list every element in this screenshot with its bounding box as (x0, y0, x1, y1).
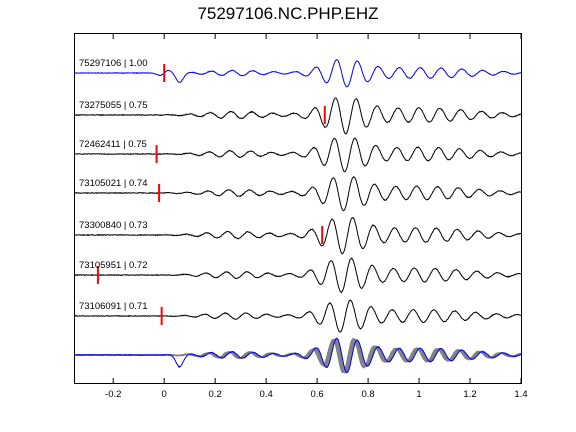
trace-label-1: 75297106 | 1.00 (79, 58, 148, 69)
trace-label-3: 72462411 | 0.75 (79, 139, 147, 150)
trace-label-6: 73105951 | 0.72 (79, 260, 148, 271)
plot-frame (74, 33, 522, 384)
picks-layer (96, 64, 326, 325)
x-tick-label-3: 0.4 (260, 389, 273, 400)
trace-line-3 (74, 137, 522, 173)
trace-line-6 (74, 257, 522, 294)
x-tick-label-2: 0.2 (209, 389, 222, 400)
trace-line-1 (74, 59, 522, 88)
x-tick-label-0: -0.2 (105, 389, 121, 400)
trace-line-4 (74, 176, 522, 212)
x-tick-label-1: 0 (162, 389, 167, 400)
x-tick-label-5: 0.8 (361, 389, 374, 400)
x-tick-label-4: 0.6 (311, 389, 324, 400)
chart-title: 75297106.NC.PHP.EHZ (197, 4, 379, 23)
trace-label-2: 73275055 | 0.75 (79, 100, 148, 111)
trace-label-5: 73300840 | 0.73 (79, 220, 148, 231)
trace-label-7: 73106091 | 0.71 (79, 301, 148, 312)
trace-labels-layer: 75297106 | 1.00 73275055 | 0.75 72462411 |… (79, 58, 148, 312)
x-tick-label-6: 1 (416, 389, 421, 400)
trace-line-5 (74, 216, 522, 255)
x-tick-label-7: 1.2 (463, 389, 476, 400)
trace-line-2 (74, 97, 522, 135)
stack-reference-trace (74, 337, 522, 374)
traces-layer (74, 59, 522, 374)
trace-label-4: 73105021 | 0.74 (79, 178, 148, 189)
trace-line-7 (74, 299, 522, 333)
x-axis: -0.2 0 0.2 0.4 0.6 0.8 1 1.2 1.4 (105, 34, 528, 400)
x-tick-label-8: 1.4 (514, 389, 527, 400)
